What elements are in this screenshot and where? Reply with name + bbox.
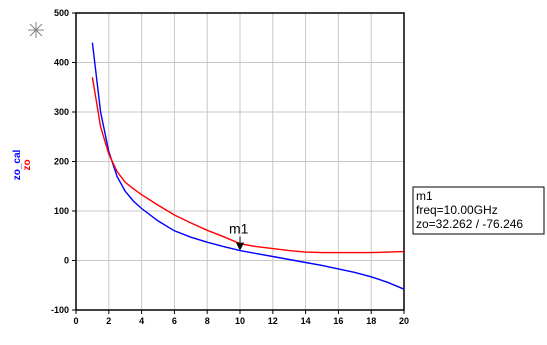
marker-readout-line: m1 [416,189,433,203]
y-tick-label: -100 [51,305,69,315]
marker-readout-box [412,186,545,235]
series-lines [91,42,405,290]
y-tick-label: 200 [54,157,69,167]
tick-labels: 0 2 4 6 8 10 12 14 16 18 20 -100 0 100 200 300 400 500 [51,8,409,326]
marker-triangle[interactable] [236,242,244,251]
x-tick-label: 18 [366,316,376,326]
axes [72,12,405,314]
x-tick-label: 8 [205,316,210,326]
x-tick-label: 16 [333,316,343,326]
x-tick-label: 10 [235,316,245,326]
marker-icon[interactable] [28,22,44,38]
marker-readout-line: zo=32.262 / -76.246 [416,217,523,231]
x-tick-label: 2 [106,316,111,326]
y-tick-label: 400 [54,58,69,68]
series-line-zo-cal[interactable] [91,42,405,290]
plot-frame [75,12,405,311]
grid [76,13,404,310]
marker-readout-line: freq=10.00GHz [416,203,498,217]
x-tick-label: 4 [139,316,144,326]
y-tick-label: 500 [54,8,69,18]
y-axis-label-zo-cal: zo_cal [12,149,23,180]
x-tick-label: 0 [73,316,78,326]
y-axis-label: zo_cal zo [12,149,33,180]
series-line-zo[interactable] [91,77,405,254]
x-tick-label: 14 [301,316,311,326]
x-tick-label: 6 [172,316,177,326]
y-tick-label: 300 [54,107,69,117]
y-tick-label: 0 [64,256,69,266]
y-axis-label-zo: zo [22,159,33,170]
x-tick-label: 12 [268,316,278,326]
x-tick-label: 20 [399,316,409,326]
marker-name-label: m1 [229,221,249,237]
y-tick-label: 100 [54,206,69,216]
